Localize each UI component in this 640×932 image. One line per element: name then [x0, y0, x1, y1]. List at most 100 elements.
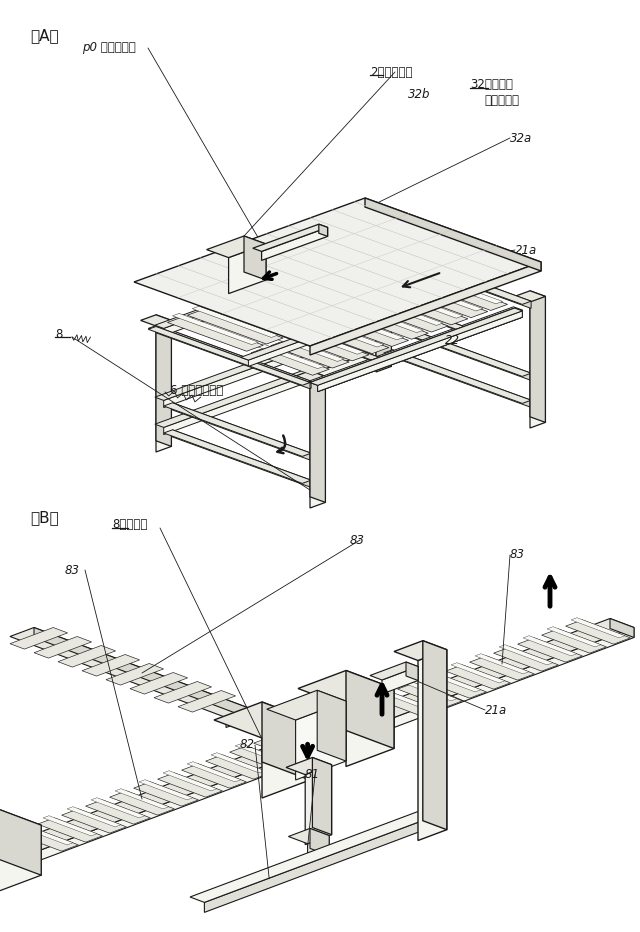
Polygon shape: [379, 690, 433, 710]
Polygon shape: [319, 225, 328, 237]
Polygon shape: [515, 291, 545, 302]
Polygon shape: [350, 310, 428, 339]
Polygon shape: [259, 734, 313, 755]
Polygon shape: [109, 791, 174, 816]
Polygon shape: [211, 753, 265, 773]
Polygon shape: [155, 251, 368, 328]
Polygon shape: [429, 282, 508, 310]
Polygon shape: [168, 316, 264, 351]
Polygon shape: [499, 645, 553, 665]
Polygon shape: [106, 664, 164, 685]
Polygon shape: [154, 681, 212, 703]
Polygon shape: [311, 263, 397, 295]
Polygon shape: [228, 244, 266, 294]
Polygon shape: [296, 701, 346, 780]
Polygon shape: [141, 315, 172, 326]
Polygon shape: [156, 321, 172, 452]
Polygon shape: [403, 680, 457, 701]
Polygon shape: [310, 262, 541, 355]
Polygon shape: [310, 308, 522, 385]
Polygon shape: [241, 283, 453, 360]
Polygon shape: [19, 825, 73, 845]
Polygon shape: [172, 313, 259, 345]
Polygon shape: [422, 674, 486, 698]
Polygon shape: [246, 288, 342, 322]
Polygon shape: [218, 301, 380, 360]
Polygon shape: [267, 691, 346, 720]
Text: 32b: 32b: [408, 89, 431, 102]
Text: 32後面固定: 32後面固定: [470, 78, 513, 91]
Polygon shape: [91, 798, 145, 818]
Polygon shape: [346, 670, 394, 748]
Polygon shape: [139, 780, 193, 800]
Polygon shape: [317, 311, 522, 391]
Polygon shape: [289, 829, 329, 843]
Text: （A）: （A）: [30, 28, 59, 43]
Polygon shape: [164, 353, 368, 434]
Polygon shape: [355, 308, 423, 333]
Polygon shape: [0, 807, 41, 843]
Polygon shape: [376, 240, 392, 372]
Polygon shape: [309, 307, 522, 384]
Text: 8: 8: [55, 328, 62, 341]
Polygon shape: [298, 670, 394, 706]
Polygon shape: [10, 627, 250, 718]
Polygon shape: [248, 286, 453, 366]
Polygon shape: [370, 662, 418, 680]
Polygon shape: [410, 289, 488, 318]
Polygon shape: [382, 666, 418, 694]
Polygon shape: [470, 656, 534, 680]
Polygon shape: [418, 650, 447, 841]
Polygon shape: [178, 691, 236, 712]
Polygon shape: [58, 646, 116, 667]
Polygon shape: [0, 825, 41, 893]
Polygon shape: [232, 292, 317, 323]
Polygon shape: [34, 749, 310, 862]
Polygon shape: [266, 281, 362, 315]
Polygon shape: [384, 322, 531, 377]
Polygon shape: [13, 827, 78, 851]
Polygon shape: [262, 702, 310, 780]
Polygon shape: [308, 836, 329, 864]
Polygon shape: [164, 430, 311, 484]
Polygon shape: [335, 315, 404, 340]
Polygon shape: [212, 299, 298, 330]
Polygon shape: [61, 809, 126, 833]
Polygon shape: [67, 807, 121, 827]
Polygon shape: [163, 771, 217, 791]
Polygon shape: [271, 339, 349, 368]
Polygon shape: [227, 295, 323, 330]
Polygon shape: [375, 301, 443, 325]
Polygon shape: [445, 665, 511, 689]
Text: 22: 22: [445, 334, 460, 347]
Polygon shape: [302, 270, 464, 329]
Polygon shape: [156, 326, 310, 389]
Polygon shape: [164, 326, 368, 407]
Polygon shape: [226, 708, 250, 728]
Text: 21a: 21a: [515, 243, 537, 256]
Polygon shape: [310, 325, 388, 353]
Polygon shape: [207, 236, 266, 257]
Polygon shape: [82, 654, 140, 676]
Polygon shape: [384, 350, 531, 404]
Polygon shape: [188, 309, 283, 344]
Text: 83: 83: [350, 533, 365, 546]
Polygon shape: [427, 672, 481, 692]
Polygon shape: [252, 284, 337, 316]
Polygon shape: [286, 740, 310, 759]
Polygon shape: [155, 350, 368, 428]
Polygon shape: [182, 764, 246, 788]
Polygon shape: [134, 782, 198, 806]
Polygon shape: [262, 227, 328, 260]
Polygon shape: [331, 255, 417, 287]
Polygon shape: [256, 344, 324, 369]
Text: （B）: （B）: [30, 510, 59, 525]
Polygon shape: [317, 310, 522, 391]
Polygon shape: [330, 318, 408, 347]
Polygon shape: [214, 702, 310, 738]
Polygon shape: [262, 720, 310, 798]
Polygon shape: [190, 807, 444, 902]
Polygon shape: [317, 691, 346, 761]
Polygon shape: [157, 773, 223, 797]
Polygon shape: [173, 430, 311, 487]
